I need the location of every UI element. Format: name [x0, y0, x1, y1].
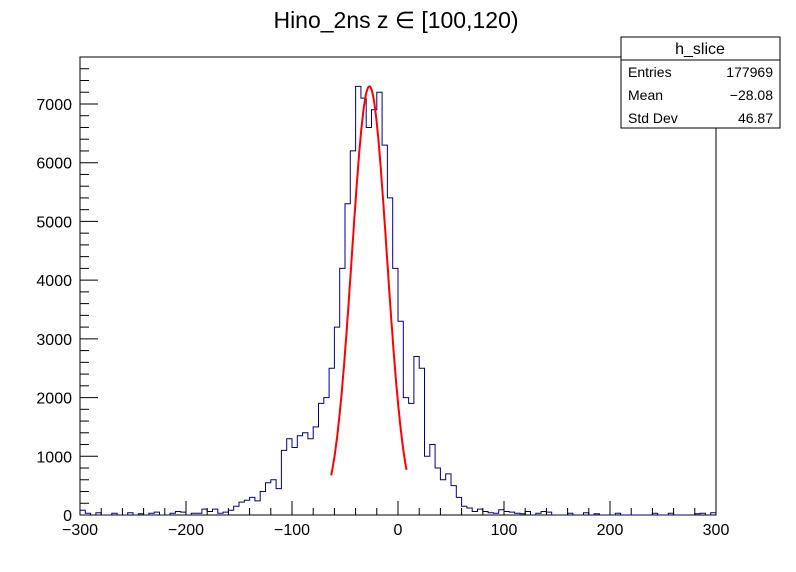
y-tick-label: 4000: [36, 273, 72, 290]
stats-entries-label: Entries: [628, 64, 672, 80]
gaussian-fit-curve: [330, 85, 408, 476]
y-tick-label: 2000: [36, 391, 72, 408]
x-tick-label: −100: [274, 522, 310, 539]
stats-box: h_slice Entries 177969 Mean −28.08 Std D…: [620, 36, 781, 129]
stats-box-frame: [620, 36, 781, 129]
y-tick-label: 1000: [36, 449, 72, 466]
y-axis: 0 1000 2000 3000 4000 5000 6000 7000: [36, 56, 98, 525]
x-tick-label: 200: [597, 522, 624, 539]
stats-entries-value: 177969: [726, 64, 773, 80]
x-tick-label: 0: [394, 522, 403, 539]
x-tick-label: 300: [703, 522, 730, 539]
stats-box-title: h_slice: [675, 41, 725, 58]
x-tick-label: 100: [491, 522, 518, 539]
x-axis: −300 −200 −100 0 100 200 300: [62, 501, 729, 539]
chart-title: Hino_2ns z ∈ [100,120): [273, 7, 518, 33]
x-tick-label: −300: [62, 522, 98, 539]
y-tick-label: 0: [63, 508, 72, 525]
y-tick-label: 7000: [36, 97, 72, 114]
histogram-series: [79, 85, 717, 516]
y-tick-label: 6000: [36, 156, 72, 173]
stats-mean-label: Mean: [628, 87, 663, 103]
y-tick-label: 3000: [36, 332, 72, 349]
x-tick-label: −200: [168, 522, 204, 539]
stats-mean-value: −28.08: [730, 87, 773, 103]
plot-area: [79, 85, 717, 516]
stats-stddev-label: Std Dev: [628, 110, 678, 126]
y-tick-label: 5000: [36, 214, 72, 231]
stats-stddev-value: 46.87: [738, 110, 773, 126]
